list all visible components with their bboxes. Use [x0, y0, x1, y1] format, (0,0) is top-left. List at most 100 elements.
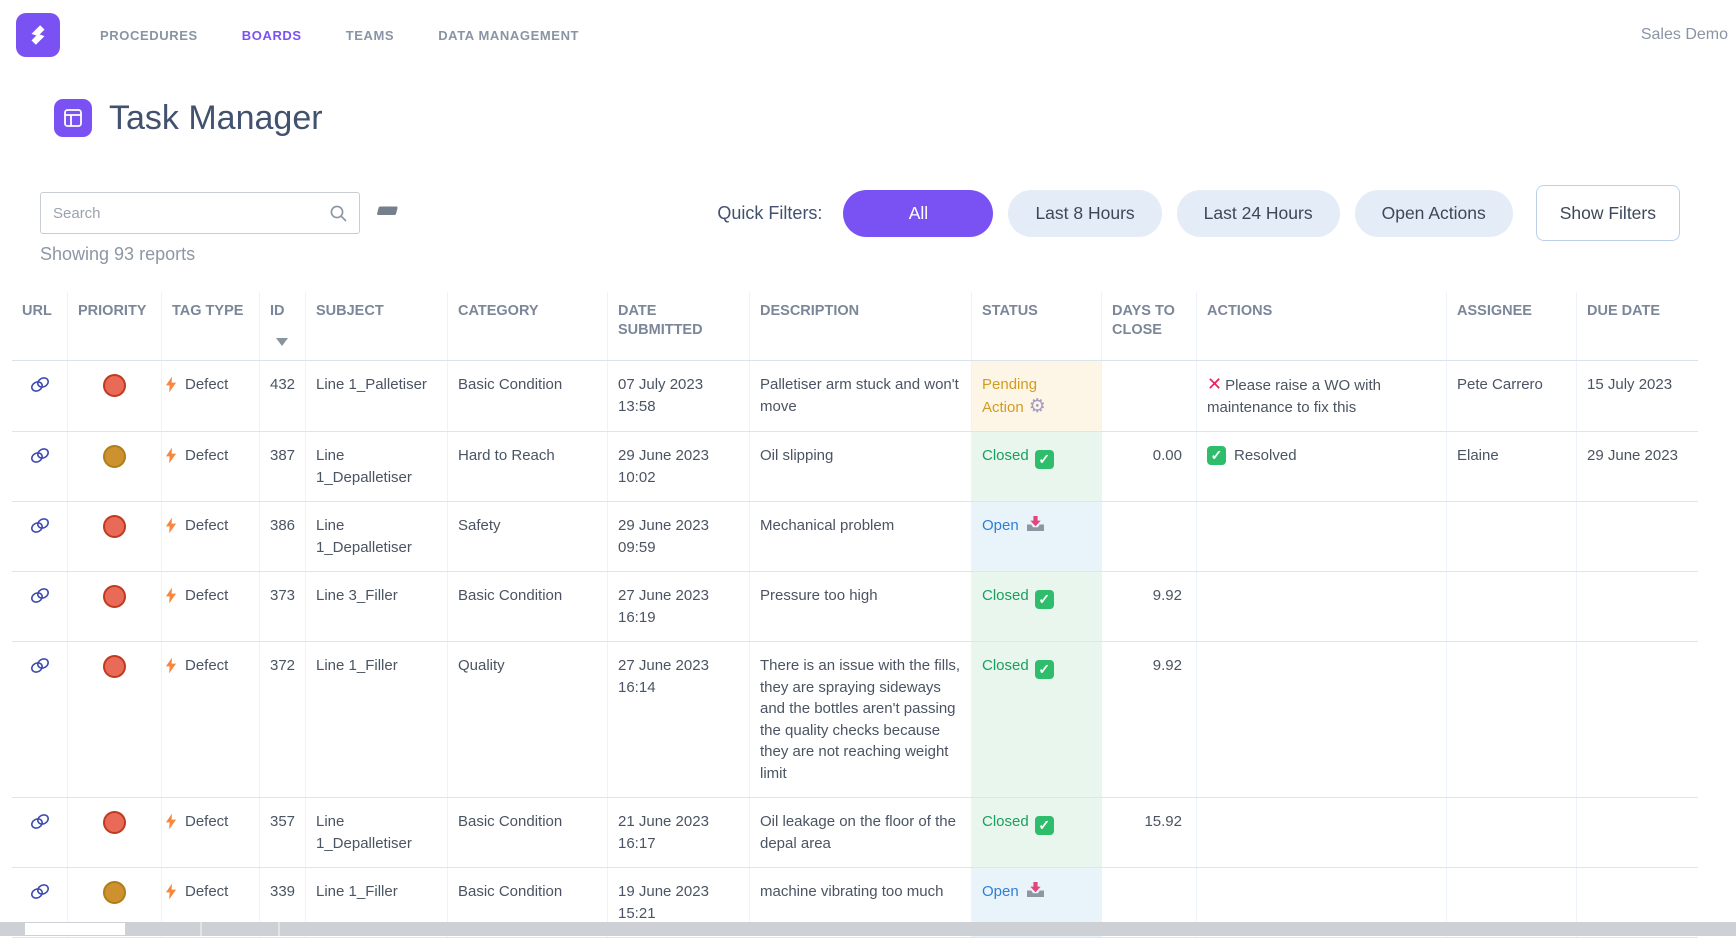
- filter-last-24-hours[interactable]: Last 24 Hours: [1176, 189, 1340, 237]
- report-id: 339: [260, 868, 306, 937]
- search-input[interactable]: [41, 204, 329, 222]
- days-to-close: 0.00: [1102, 432, 1197, 501]
- top-nav: PROCEDURES BOARDS TEAMS DATA MANAGEMENT …: [0, 0, 1736, 70]
- col-assignee: ASSIGNEE: [1447, 292, 1577, 360]
- col-category: CATEGORY: [448, 292, 608, 360]
- days-to-close: [1102, 868, 1197, 937]
- table-row: Defect 372 Line 1_Filler Quality 27 June…: [12, 642, 1698, 798]
- user-menu[interactable]: Sales Demo: [1640, 26, 1728, 43]
- subject: Line 1_Depalletiser: [306, 432, 448, 501]
- due-date: [1577, 642, 1698, 797]
- assignee: Pete Carrero: [1447, 361, 1577, 431]
- date-submitted: 27 June 2023 16:14: [608, 642, 750, 797]
- horizontal-scrollbar[interactable]: [0, 922, 1736, 936]
- closed-check-icon: ✓: [1034, 660, 1054, 680]
- nav-item-data-management[interactable]: DATA MANAGEMENT: [438, 27, 580, 43]
- table-row: Defect 373 Line 3_Filler Basic Condition…: [12, 572, 1698, 642]
- subject: Line 1_Palletiser: [306, 361, 448, 431]
- open-inbox-icon: [1026, 881, 1045, 899]
- filter-all[interactable]: All: [843, 189, 994, 237]
- subject: Line 1_Depalletiser: [306, 502, 448, 571]
- clear-search-button[interactable]: [372, 202, 400, 220]
- col-actions: ACTIONS: [1197, 292, 1447, 360]
- nav-item-procedures[interactable]: PROCEDURES: [100, 27, 198, 43]
- description: There is an issue with the fills, they a…: [750, 642, 972, 797]
- scrollbar-thumb[interactable]: [25, 923, 125, 935]
- reports-table: URL PRIORITY TAG TYPE ID SUBJECT CATEGOR…: [12, 292, 1698, 938]
- lightning-bolt-icon: [165, 883, 177, 900]
- action-cell: [1197, 502, 1447, 571]
- search-icon: [329, 204, 348, 223]
- board-icon: [54, 99, 92, 137]
- status-cell: Closed ✓: [972, 432, 1102, 501]
- due-date: [1577, 502, 1698, 571]
- assignee: [1447, 572, 1577, 641]
- logo-zigzag-icon: [25, 22, 51, 48]
- subject: Line 1_Depalletiser: [306, 798, 448, 867]
- lightning-bolt-icon: [165, 657, 177, 674]
- priority-indicator: [103, 585, 126, 608]
- tag-type: Defect: [185, 657, 229, 674]
- priority-indicator: [103, 811, 126, 834]
- page-title: Task Manager: [109, 98, 323, 137]
- tag-type: Defect: [185, 883, 229, 900]
- assignee: [1447, 798, 1577, 867]
- link-icon[interactable]: [28, 447, 52, 488]
- filter-open-actions[interactable]: Open Actions: [1354, 189, 1513, 237]
- report-id: 432: [260, 361, 306, 431]
- lightning-bolt-icon: [165, 376, 177, 393]
- lightning-bolt-icon: [165, 517, 177, 534]
- assignee: [1447, 502, 1577, 571]
- link-icon[interactable]: [28, 376, 52, 418]
- table-row: Defect 357 Line 1_Depalletiser Basic Con…: [12, 798, 1698, 868]
- table-row: Defect 432 Line 1_Palletiser Basic Condi…: [12, 361, 1698, 432]
- col-priority: PRIORITY: [68, 292, 162, 360]
- eraser-icon: [372, 202, 400, 220]
- assignee: [1447, 642, 1577, 797]
- status-cell: Pending Action ⚙: [972, 361, 1102, 431]
- link-icon[interactable]: [28, 657, 52, 784]
- open-inbox-icon: [1026, 515, 1045, 533]
- link-icon[interactable]: [28, 517, 52, 558]
- subject: Line 1_Filler: [306, 642, 448, 797]
- nav-item-teams[interactable]: TEAMS: [345, 27, 395, 43]
- nav-item-boards[interactable]: BOARDS: [241, 27, 302, 43]
- assignee: [1447, 868, 1577, 937]
- table-header: URL PRIORITY TAG TYPE ID SUBJECT CATEGOR…: [12, 292, 1698, 361]
- table-row: Defect 386 Line 1_Depalletiser Safety 29…: [12, 502, 1698, 572]
- link-icon[interactable]: [28, 587, 52, 628]
- days-to-close: 15.92: [1102, 798, 1197, 867]
- closed-check-icon: ✓: [1034, 590, 1054, 610]
- col-description: DESCRIPTION: [750, 292, 972, 360]
- col-due-date: DUE DATE: [1587, 303, 1661, 319]
- status-cell: Closed ✓: [972, 798, 1102, 867]
- days-to-close: 9.92: [1102, 642, 1197, 797]
- link-icon[interactable]: [28, 813, 52, 854]
- date-submitted: 19 June 2023 15:21: [608, 868, 750, 937]
- subject: Line 1_Filler: [306, 868, 448, 937]
- priority-indicator: [103, 445, 126, 468]
- date-submitted: 27 June 2023 16:19: [608, 572, 750, 641]
- show-filters-button[interactable]: Show Filters: [1535, 185, 1680, 241]
- link-icon[interactable]: [28, 883, 52, 924]
- description: Oil slipping: [750, 432, 972, 501]
- due-date: [1577, 572, 1698, 641]
- date-submitted: 29 June 2023 09:59: [608, 502, 750, 571]
- report-id: 373: [260, 572, 306, 641]
- tag-type: Defect: [185, 587, 229, 604]
- status-cell: Closed ✓: [972, 642, 1102, 797]
- action-cell: ✕ Please raise a WO with maintenance to f…: [1197, 361, 1447, 431]
- days-to-close: [1102, 502, 1197, 571]
- tag-type: Defect: [185, 447, 229, 464]
- app-logo[interactable]: [16, 13, 60, 57]
- gear-icon[interactable]: ⚙: [1028, 394, 1046, 417]
- date-submitted: 29 June 2023 10:02: [608, 432, 750, 501]
- description: Pressure too high: [750, 572, 972, 641]
- days-to-close: [1102, 361, 1197, 431]
- page-header: Task Manager: [54, 96, 1736, 140]
- filter-last-8-hours[interactable]: Last 8 Hours: [1008, 189, 1162, 237]
- category: Hard to Reach: [448, 432, 608, 501]
- tag-type: Defect: [185, 376, 229, 393]
- sort-desc-icon[interactable]: [276, 338, 288, 346]
- category: Basic Condition: [448, 868, 608, 937]
